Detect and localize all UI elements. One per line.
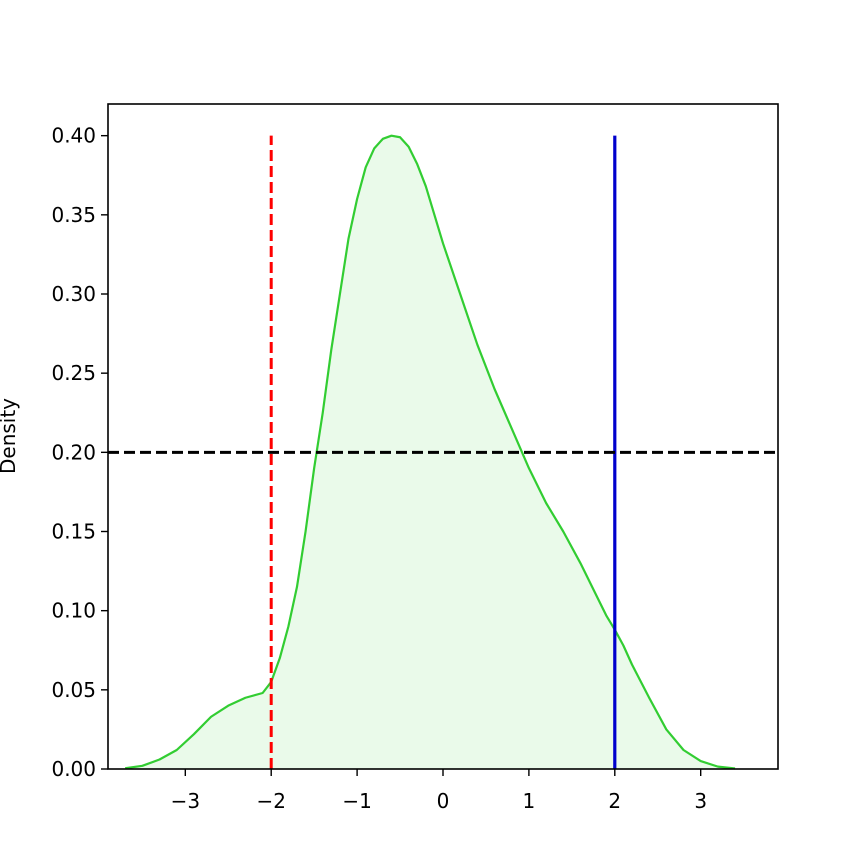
y-tick-label: 0.15 — [51, 520, 96, 544]
x-tick-label: 1 — [523, 789, 536, 813]
y-tick-label: 0.30 — [51, 282, 96, 306]
y-tick-label: 0.20 — [51, 440, 96, 464]
x-tick-label: 2 — [608, 789, 621, 813]
plot-layer — [108, 134, 778, 770]
y-axis-ticks: 0.00 0.05 0.10 0.15 0.20 0.25 0.30 0.35 0.40 — [51, 124, 108, 781]
x-tick-label: −2 — [256, 789, 285, 813]
y-axis-label: Density — [0, 398, 20, 474]
y-tick-label: 0.35 — [51, 203, 96, 227]
x-tick-label: 0 — [437, 789, 450, 813]
y-tick-label: 0.00 — [51, 757, 96, 781]
x-tick-label: −1 — [342, 789, 371, 813]
y-tick-label: 0.05 — [51, 678, 96, 702]
y-tick-label: 0.40 — [51, 124, 96, 148]
y-tick-label: 0.10 — [51, 599, 96, 623]
x-tick-label: 3 — [694, 789, 707, 813]
plot-frame — [107, 103, 779, 770]
x-axis-ticks: −3 −2 −1 0 1 2 3 — [171, 769, 707, 813]
plot-background — [108, 104, 778, 769]
y-tick-label: 0.25 — [51, 361, 96, 385]
x-tick-label: −3 — [171, 789, 200, 813]
